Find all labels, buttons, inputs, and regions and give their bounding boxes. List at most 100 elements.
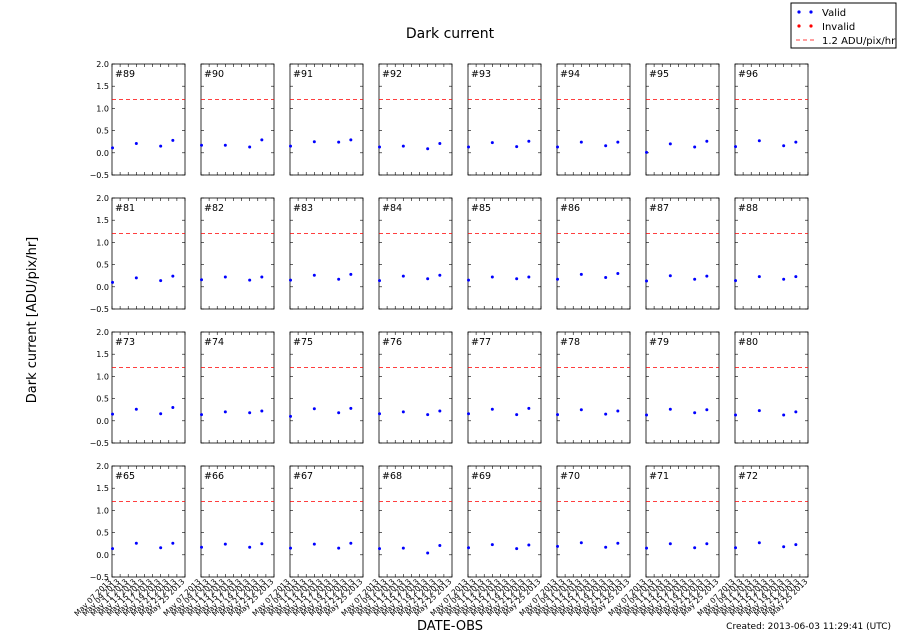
panel-label: #73 — [115, 337, 135, 348]
panel-label: #65 — [115, 471, 135, 482]
panel-frame — [378, 465, 453, 578]
legend-valid-marker-2 — [809, 10, 813, 14]
valid-point — [556, 145, 559, 149]
valid-point — [438, 141, 442, 145]
valid-point — [467, 412, 470, 416]
legend-valid-label: Valid — [822, 8, 846, 19]
valid-point — [312, 273, 316, 277]
legend-invalid-label: Invalid — [822, 22, 855, 33]
panel-frame — [200, 465, 275, 578]
panel-95: #95 — [645, 63, 720, 176]
valid-point — [248, 545, 252, 549]
panel-93: #93 — [467, 63, 542, 176]
panel-frame — [200, 63, 275, 176]
valid-point — [645, 150, 648, 154]
valid-point — [438, 409, 442, 413]
valid-point — [693, 546, 697, 550]
valid-point — [378, 279, 381, 283]
valid-point — [668, 407, 672, 411]
valid-point — [794, 140, 798, 144]
panel-frame — [556, 331, 631, 444]
valid-point — [556, 277, 559, 281]
valid-point — [378, 412, 381, 416]
valid-point — [349, 406, 353, 410]
valid-point — [289, 414, 292, 418]
panel-frame — [467, 465, 542, 578]
valid-point — [159, 279, 163, 283]
panel-85: #85 — [467, 197, 542, 310]
valid-point — [111, 280, 114, 284]
valid-point — [378, 547, 381, 551]
panel-77: #77 — [467, 331, 542, 444]
valid-point — [579, 541, 583, 545]
valid-point — [337, 140, 341, 144]
panel-label: #89 — [115, 69, 135, 80]
valid-point — [134, 141, 138, 145]
valid-point — [159, 546, 163, 550]
panel-frame — [467, 197, 542, 310]
panel-label: #87 — [649, 203, 669, 214]
valid-point — [515, 547, 519, 551]
panel-label: #76 — [382, 337, 402, 348]
valid-point — [223, 275, 227, 279]
panel-frame — [556, 197, 631, 310]
panel-label: #71 — [649, 471, 669, 482]
legend: Valid Invalid 1.2 ADU/pix/hr — [790, 2, 897, 49]
valid-point — [705, 408, 709, 412]
valid-point — [171, 405, 175, 409]
panel-frame — [111, 331, 186, 444]
panel-87: #87 — [645, 197, 720, 310]
valid-point — [260, 409, 264, 413]
y-tick-label: −0.5 — [90, 573, 109, 582]
panel-label: #96 — [738, 69, 758, 80]
valid-point — [171, 138, 175, 142]
panel-frame — [645, 63, 720, 176]
panel-frame — [467, 63, 542, 176]
valid-point — [668, 142, 672, 146]
valid-point — [705, 274, 709, 278]
valid-point — [467, 278, 470, 282]
created-timestamp: Created: 2013-06-03 11:29:41 (UTC) — [726, 622, 891, 632]
panel-75: #75 — [289, 331, 364, 444]
valid-point — [734, 546, 737, 550]
valid-point — [556, 413, 559, 417]
valid-point — [705, 139, 709, 143]
y-tick-label: 1.5 — [96, 484, 109, 493]
valid-point — [490, 543, 494, 547]
valid-point — [734, 145, 737, 149]
valid-point — [693, 277, 697, 281]
valid-point — [490, 275, 494, 279]
valid-point — [171, 274, 175, 278]
valid-point — [289, 144, 292, 148]
panel-label: #93 — [471, 69, 491, 80]
y-tick-label: −0.5 — [90, 171, 109, 180]
valid-point — [337, 277, 341, 281]
valid-point — [111, 146, 114, 150]
valid-point — [200, 143, 203, 147]
valid-point — [527, 543, 531, 547]
valid-point — [579, 272, 583, 276]
panel-92: #92 — [378, 63, 453, 176]
panel-82: #82 — [200, 197, 275, 310]
valid-point — [260, 275, 264, 279]
panel-frame — [734, 465, 809, 578]
panel-label: #83 — [293, 203, 313, 214]
valid-point — [312, 542, 316, 546]
valid-point — [171, 541, 175, 545]
y-tick-label: 1.0 — [96, 238, 109, 247]
panel-83: #83 — [289, 197, 364, 310]
valid-point — [467, 546, 470, 550]
y-tick-label: 1.0 — [96, 372, 109, 381]
y-tick-label: 1.0 — [96, 104, 109, 113]
valid-point — [645, 279, 648, 283]
y-tick-label: 1.5 — [96, 82, 109, 91]
panel-label: #92 — [382, 69, 402, 80]
valid-point — [734, 413, 737, 417]
panel-label: #72 — [738, 471, 758, 482]
valid-point — [200, 413, 203, 417]
panel-label: #84 — [382, 203, 402, 214]
